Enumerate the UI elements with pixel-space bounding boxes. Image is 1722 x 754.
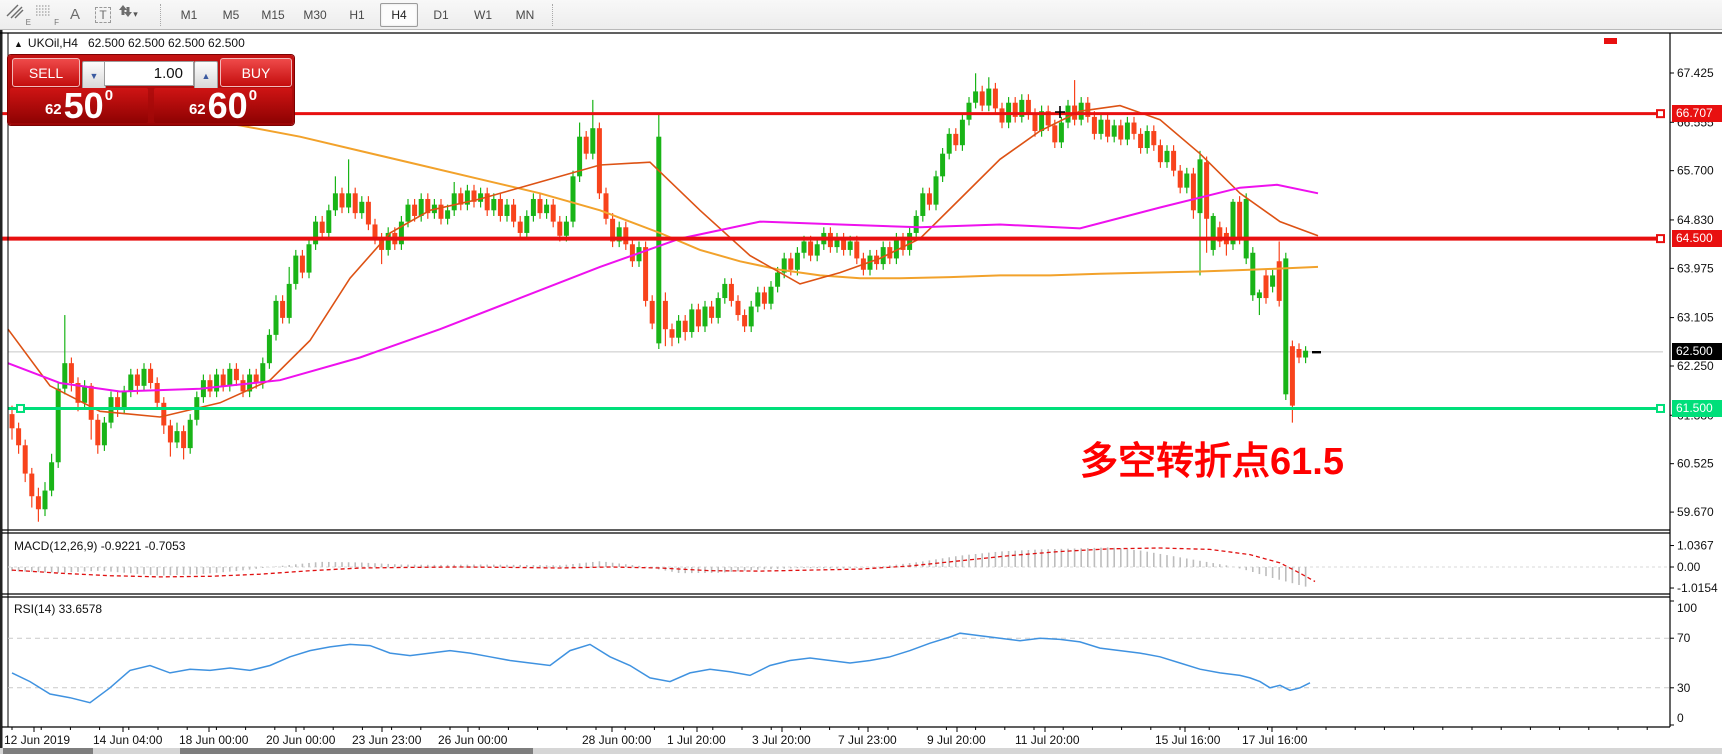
- macd-signal-line: [11, 547, 1316, 583]
- time-tick-label: 3 Jul 20:00: [752, 733, 811, 747]
- buy-price-prefix: 62: [188, 101, 206, 118]
- time-tick-label: 23 Jun 23:00: [352, 733, 422, 747]
- time-tick-label: 12 Jun 2019: [4, 733, 70, 747]
- price-tick-label: 65.700: [1677, 164, 1714, 178]
- sell-price-big: 50: [63, 85, 104, 126]
- ohlc-readout: 62.500 62.500 62.500 62.500: [87, 36, 245, 50]
- dropdown-caret: ▾: [133, 9, 138, 19]
- timeframe-button-w1[interactable]: W1: [474, 7, 492, 22]
- sell-price-sup: 0: [104, 87, 114, 104]
- collapse-arrow-icon[interactable]: ▲: [14, 39, 23, 49]
- time-tick-label: 9 Jul 20:00: [927, 733, 986, 747]
- time-tick-label: 15 Jul 16:00: [1155, 733, 1221, 747]
- toolbar-separator: [552, 3, 554, 26]
- time-tick-label: 26 Jun 00:00: [438, 733, 508, 747]
- timeframe-button-m30[interactable]: M30: [303, 7, 327, 22]
- time-tick-label: 28 Jun 00:00: [582, 733, 652, 747]
- chart-annotation-text[interactable]: 多空转折点61.5: [1080, 441, 1344, 483]
- time-tick-label: 14 Jun 04:00: [93, 733, 163, 747]
- time-tick-label: 17 Jul 16:00: [1242, 733, 1308, 747]
- macd-tick-label: 0.00: [1677, 560, 1701, 574]
- price-tick-label: 64.830: [1677, 213, 1714, 227]
- toolbar: E F A T ▾ M1 M5 M15 M30 H1 H4 D1 W1 MN: [0, 0, 1722, 30]
- symbol-period-label: UKOil,H4: [27, 36, 78, 50]
- tool-sub-label: F: [54, 17, 59, 27]
- timeframe-button-m5[interactable]: M5: [222, 7, 240, 22]
- time-tick-label: 7 Jul 23:00: [838, 733, 897, 747]
- rsi-tick-label: 100: [1677, 601, 1697, 615]
- rsi-line: [11, 632, 1311, 704]
- buy-price-display[interactable]: 62 60 0: [154, 85, 292, 126]
- price-tick-label: 63.105: [1677, 311, 1714, 325]
- equidistant-channel-icon[interactable]: E: [6, 3, 32, 27]
- lot-size-input[interactable]: 1.00: [104, 61, 194, 86]
- ma-magenta: [7, 183, 1319, 393]
- price-tag-66.707: 66.707: [1672, 105, 1722, 123]
- price-tick-label: 63.975: [1677, 261, 1714, 275]
- tool-sub-label: E: [25, 17, 31, 27]
- price-tick-label: 60.525: [1677, 457, 1714, 471]
- macd-indicator-label: MACD(12,26,9) -0.9221 -0.7053: [14, 539, 186, 553]
- last-price-dash: [1312, 351, 1321, 354]
- rsi-tick-label: 30: [1677, 681, 1691, 695]
- chart-header: ▲ UKOil,H4 62.500 62.500 62.500 62.500: [14, 36, 245, 50]
- price-tag-61.500: 61.500: [1672, 399, 1722, 417]
- price-tag-64.500: 64.500: [1672, 230, 1722, 248]
- time-tick-label: 20 Jun 00:00: [266, 733, 336, 747]
- timeframe-button-h4[interactable]: H4: [380, 2, 418, 27]
- price-tick-label: 62.250: [1677, 359, 1714, 373]
- text-label-icon[interactable]: T: [90, 3, 116, 27]
- buy-price-sup: 0: [248, 87, 258, 104]
- arrow-objects-icon[interactable]: ▾: [118, 3, 152, 27]
- toolbar-separator: [160, 3, 162, 26]
- ma-vermilion: [7, 104, 1319, 418]
- macd-tick-label: -1.0154: [1677, 581, 1718, 595]
- text-icon[interactable]: A: [69, 6, 80, 23]
- timeframe-button-mn[interactable]: MN: [515, 7, 535, 22]
- rsi-tick-label: 70: [1677, 631, 1691, 645]
- time-tick-label: 18 Jun 00:00: [179, 733, 249, 747]
- price-tag-62.500: 62.500: [1672, 343, 1722, 361]
- buy-button[interactable]: BUY: [220, 58, 292, 87]
- timeframe-group: M1 M5 M15 M30 H1 H4 D1 W1 MN: [170, 2, 544, 27]
- text-label-glyph: T: [95, 6, 111, 23]
- timeframe-button-d1[interactable]: D1: [433, 7, 449, 22]
- macd-tick-label: 1.0367: [1677, 539, 1714, 553]
- fibonacci-icon[interactable]: F: [34, 3, 60, 27]
- sell-price-display[interactable]: 62 50 0: [10, 85, 148, 126]
- timeframe-button-m15[interactable]: M15: [261, 7, 285, 22]
- one-click-trade-panel: SELL ▼ 1.00 ▲ BUY 62 50 0 62 60 0: [8, 55, 294, 125]
- trade-panel-top-row: SELL ▼ 1.00 ▲ BUY: [8, 58, 294, 90]
- price-tick-label: 59.670: [1677, 505, 1714, 519]
- rsi-indicator-label: RSI(14) 33.6578: [14, 602, 103, 616]
- cross-marker: [1055, 106, 1065, 118]
- top-red-marker: [1604, 38, 1617, 44]
- time-tick-label: 1 Jul 20:00: [667, 733, 726, 747]
- rsi-tick-label: 0: [1677, 711, 1684, 725]
- sell-button[interactable]: SELL: [12, 58, 80, 87]
- sell-price-prefix: 62: [44, 101, 62, 118]
- timeframe-button-h1[interactable]: H1: [349, 7, 365, 22]
- time-tick-label: 11 Jul 20:00: [1015, 733, 1080, 747]
- timeframe-button-m1[interactable]: M1: [180, 7, 198, 22]
- buy-price-big: 60: [207, 85, 248, 126]
- price-tick-label: 67.425: [1677, 66, 1714, 80]
- ma-orange: [7, 96, 1319, 280]
